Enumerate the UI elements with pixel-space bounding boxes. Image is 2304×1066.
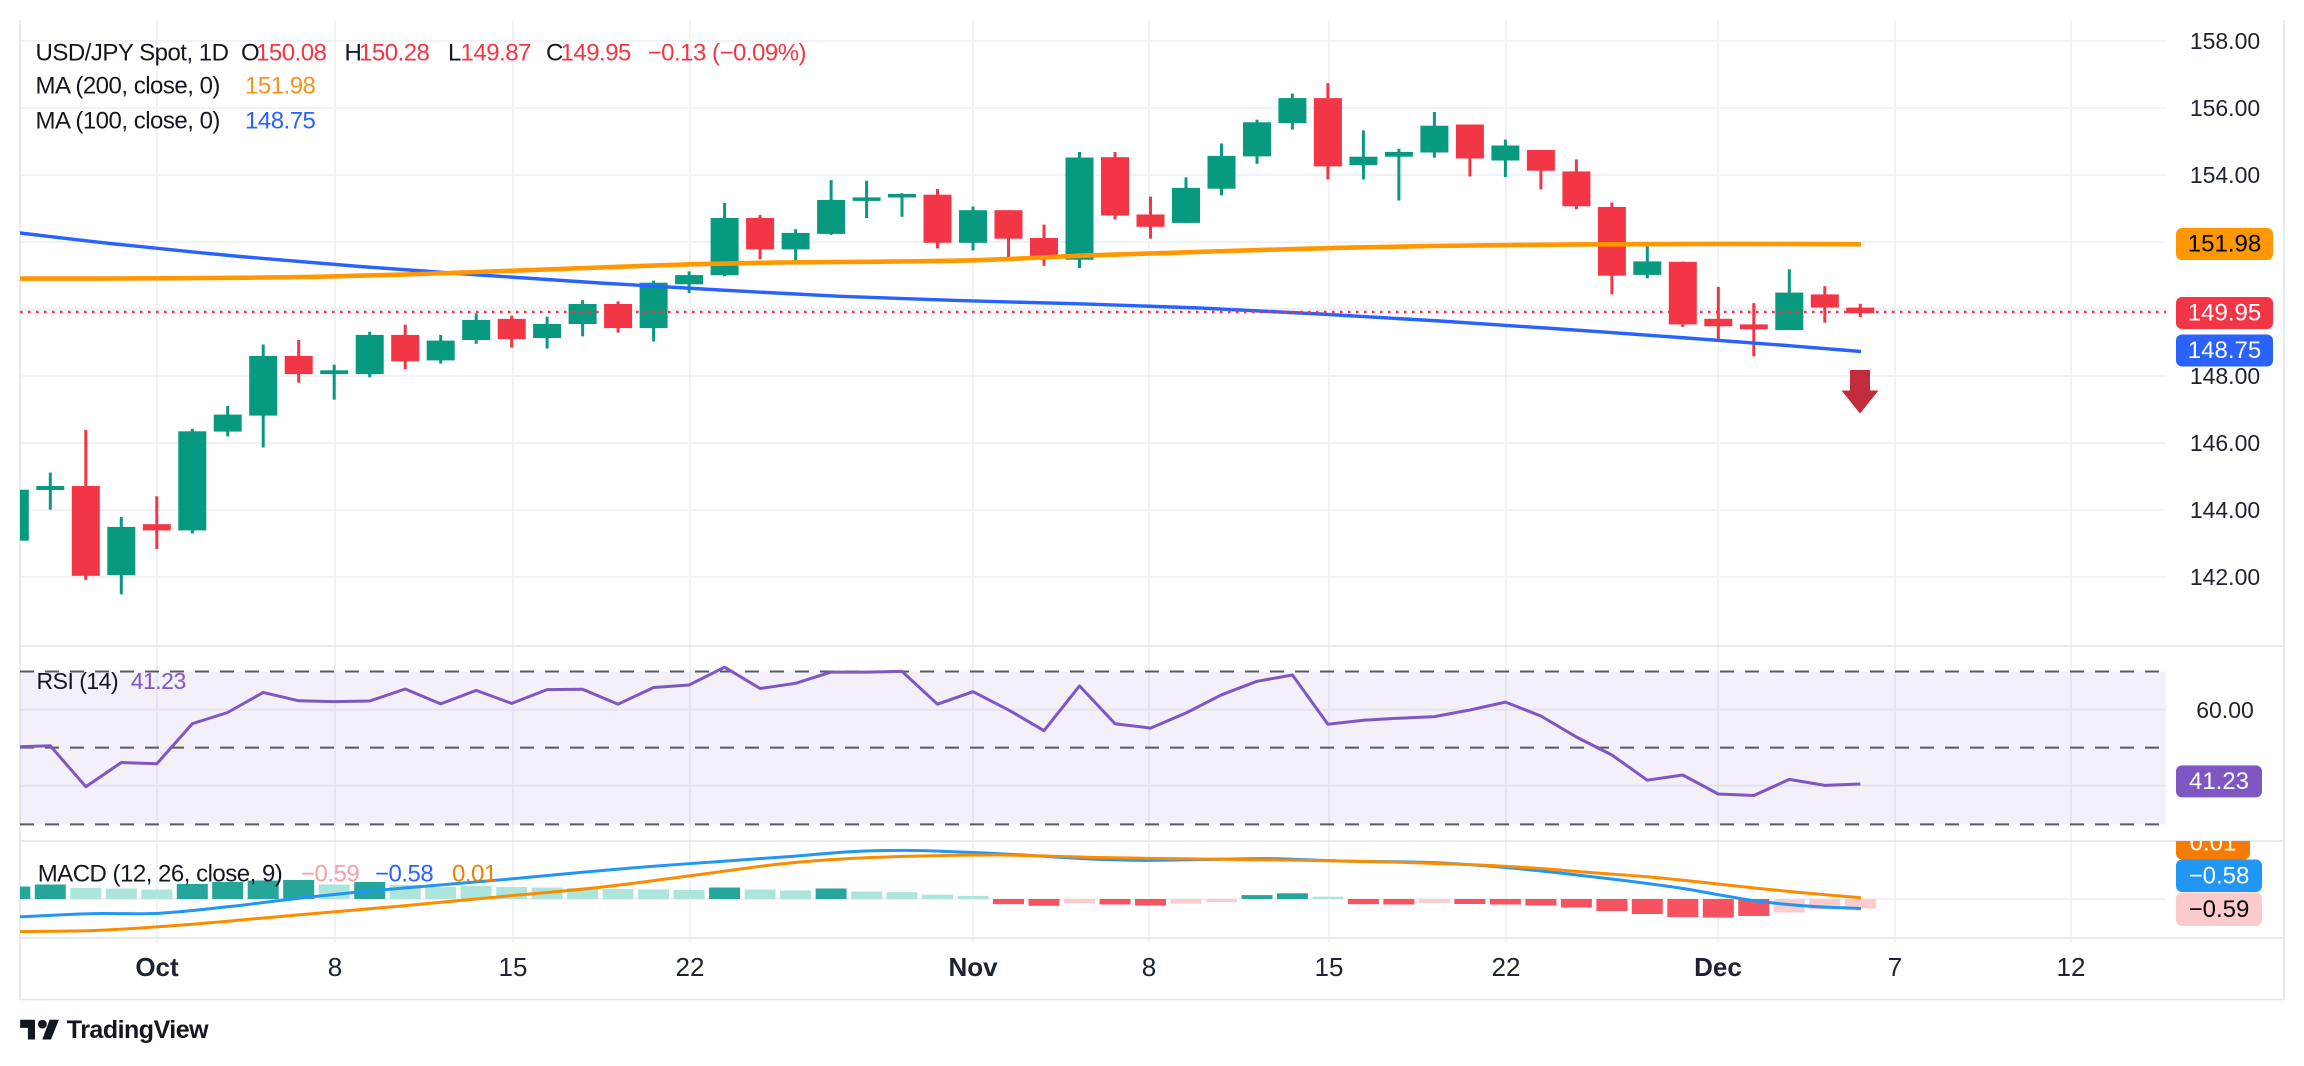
svg-text:144.00: 144.00	[2190, 497, 2260, 523]
svg-text:148.75: 148.75	[245, 108, 316, 135]
svg-text:158.00: 158.00	[2190, 28, 2260, 54]
svg-text:Nov: Nov	[948, 952, 998, 982]
svg-text:15: 15	[499, 952, 528, 982]
svg-text:12: 12	[2057, 952, 2086, 982]
svg-text:TradingView: TradingView	[67, 1016, 209, 1044]
svg-text:−0.58: −0.58	[375, 861, 433, 888]
svg-text:7: 7	[1888, 952, 1902, 982]
svg-text:148.00: 148.00	[2190, 363, 2260, 389]
svg-text:150.08: 150.08	[256, 40, 327, 67]
svg-text:L: L	[448, 40, 461, 67]
svg-text:146.00: 146.00	[2190, 430, 2260, 456]
svg-text:41.23: 41.23	[131, 668, 186, 694]
svg-text:156.00: 156.00	[2190, 95, 2260, 121]
svg-text:22: 22	[1492, 952, 1521, 982]
svg-text:149.87: 149.87	[461, 40, 532, 67]
svg-text:MA (200, close, 0): MA (200, close, 0)	[36, 73, 220, 100]
svg-text:8: 8	[328, 952, 342, 982]
svg-text:MACD (12, 26, close, 9): MACD (12, 26, close, 9)	[38, 861, 283, 888]
svg-text:154.00: 154.00	[2190, 162, 2260, 188]
svg-text:22: 22	[676, 952, 705, 982]
svg-text:−0.59: −0.59	[2189, 896, 2250, 923]
svg-text:0.01: 0.01	[452, 861, 497, 888]
svg-text:149.95: 149.95	[2188, 300, 2261, 327]
svg-text:60.00: 60.00	[2196, 697, 2254, 723]
svg-text:8: 8	[1142, 952, 1156, 982]
svg-text:151.98: 151.98	[245, 73, 316, 100]
svg-text:151.98: 151.98	[2188, 231, 2261, 258]
svg-text:RSI (14): RSI (14)	[37, 668, 119, 694]
svg-text:0.01: 0.01	[2190, 830, 2237, 857]
svg-text:O: O	[241, 40, 259, 67]
svg-text:USD/JPY Spot, 1D: USD/JPY Spot, 1D	[36, 40, 229, 67]
svg-text:15: 15	[1315, 952, 1344, 982]
svg-text:Oct: Oct	[135, 952, 179, 982]
svg-text:142.00: 142.00	[2190, 564, 2260, 590]
svg-text:41.23: 41.23	[2189, 768, 2249, 795]
svg-text:−0.59: −0.59	[301, 861, 359, 888]
svg-text:MA (100, close, 0): MA (100, close, 0)	[36, 108, 220, 135]
svg-text:C: C	[546, 40, 563, 67]
svg-text:H: H	[345, 40, 362, 67]
svg-text:148.75: 148.75	[2188, 337, 2261, 364]
svg-text:Dec: Dec	[1694, 952, 1742, 982]
svg-text:−0.58: −0.58	[2189, 862, 2250, 889]
svg-text:149.95: 149.95	[561, 40, 632, 67]
svg-text:150.28: 150.28	[359, 40, 430, 67]
svg-text:−0.13 (−0.09%): −0.13 (−0.09%)	[648, 40, 806, 67]
